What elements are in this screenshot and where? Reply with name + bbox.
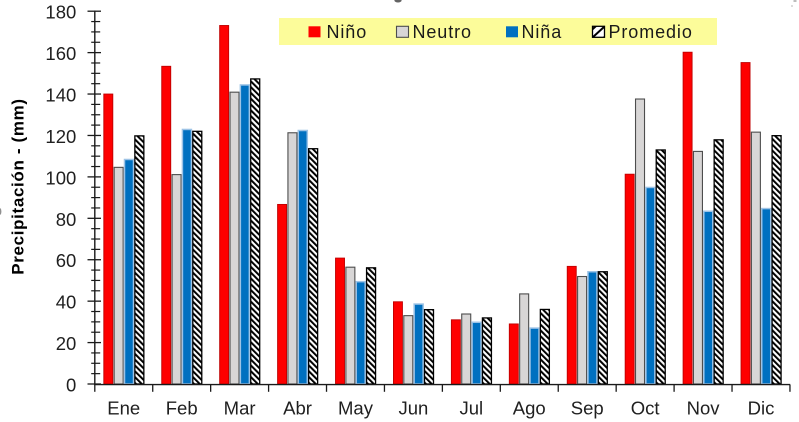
svg-text:Niña: Niña bbox=[522, 22, 563, 42]
svg-text:Jun: Jun bbox=[399, 397, 429, 418]
svg-text:100: 100 bbox=[45, 167, 76, 188]
svg-text:Nov: Nov bbox=[687, 397, 721, 418]
svg-text:Promedio: Promedio bbox=[609, 22, 693, 42]
svg-text:120: 120 bbox=[45, 126, 76, 147]
svg-text:Ago: Ago bbox=[513, 397, 546, 418]
svg-text:Jul: Jul bbox=[460, 397, 484, 418]
svg-text:Niño: Niño bbox=[327, 22, 368, 42]
svg-text:Neutro: Neutro bbox=[413, 22, 472, 42]
svg-text:0: 0 bbox=[66, 375, 76, 396]
svg-text:160: 160 bbox=[45, 43, 76, 64]
svg-text:180: 180 bbox=[45, 2, 76, 23]
svg-text:Dic: Dic bbox=[748, 397, 775, 418]
svg-text:Feb: Feb bbox=[166, 397, 198, 418]
svg-text:Abr: Abr bbox=[283, 397, 312, 418]
svg-text:40: 40 bbox=[56, 292, 77, 313]
svg-text:20: 20 bbox=[56, 333, 77, 354]
svg-text:Sep: Sep bbox=[571, 397, 604, 418]
svg-text:May: May bbox=[338, 397, 374, 418]
svg-text:Mar: Mar bbox=[224, 397, 256, 418]
svg-text:Precipitación - (mm): Precipitación - (mm) bbox=[9, 98, 28, 274]
svg-text:140: 140 bbox=[45, 85, 76, 106]
svg-text:Oct: Oct bbox=[631, 397, 660, 418]
svg-text:80: 80 bbox=[56, 209, 77, 230]
svg-text:60: 60 bbox=[56, 250, 77, 271]
svg-text:Ene: Ene bbox=[107, 397, 140, 418]
